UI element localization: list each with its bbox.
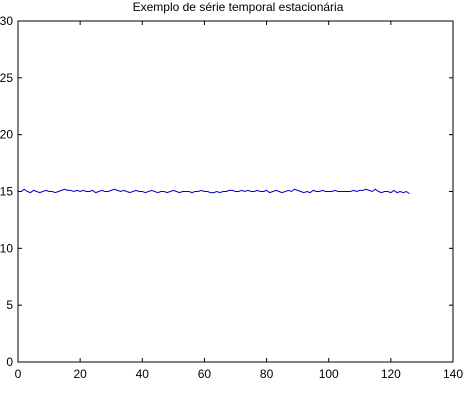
y-tick-label: 20: [0, 128, 13, 142]
y-tick-label: 30: [0, 14, 13, 28]
x-tick-label: 120: [381, 367, 401, 381]
x-tick-label: 100: [319, 367, 339, 381]
y-axis: 0 5 10 15 20 25 30: [0, 14, 453, 369]
x-tick-label: 40: [136, 367, 150, 381]
y-tick-label: 0: [6, 355, 13, 369]
x-tick-label: 80: [260, 367, 274, 381]
series-line: [20, 188, 410, 195]
series-layer: [20, 188, 410, 195]
y-tick-label: 10: [0, 241, 13, 255]
x-tick-label: 0: [15, 367, 22, 381]
x-tick-label: 20: [73, 367, 87, 381]
y-tick-label: 15: [0, 185, 13, 199]
x-tick-label: 60: [198, 367, 212, 381]
chart-title: Exemplo de série temporal estacionária: [133, 0, 344, 14]
x-tick-label: 140: [443, 367, 463, 381]
y-tick-label: 5: [6, 298, 13, 312]
y-tick-label: 25: [0, 71, 13, 85]
x-axis: 0 20 40 60 80 100 120 140: [15, 21, 463, 381]
